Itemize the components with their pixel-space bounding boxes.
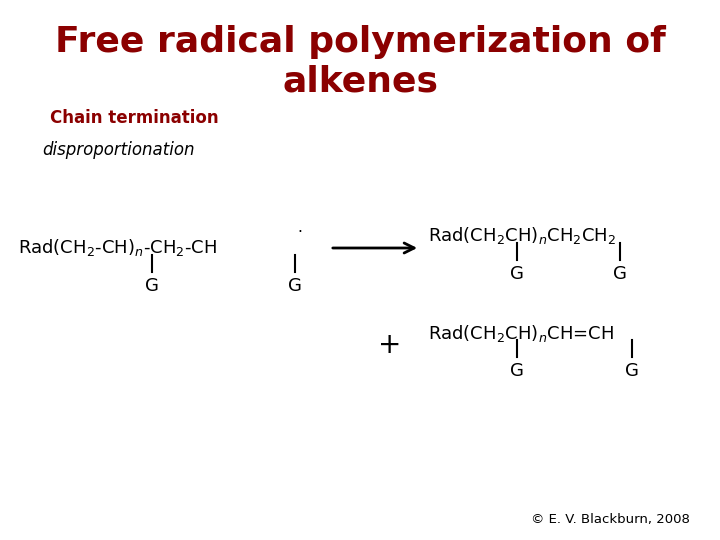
Text: Free radical polymerization of: Free radical polymerization of (55, 25, 665, 59)
Text: Chain termination: Chain termination (50, 109, 219, 127)
Text: Rad(CH$_2$-CH)$_n$-CH$_2$-CH: Rad(CH$_2$-CH)$_n$-CH$_2$-CH (18, 238, 217, 259)
Text: +: + (378, 331, 402, 359)
Text: Rad(CH$_2$CH)$_n$CH$_2$CH$_2$: Rad(CH$_2$CH)$_n$CH$_2$CH$_2$ (428, 226, 616, 246)
Text: alkenes: alkenes (282, 65, 438, 99)
Text: G: G (625, 362, 639, 380)
Text: disproportionation: disproportionation (42, 141, 194, 159)
Text: G: G (510, 362, 524, 380)
Text: © E. V. Blackburn, 2008: © E. V. Blackburn, 2008 (531, 514, 690, 526)
Text: G: G (510, 265, 524, 283)
Text: ·: · (297, 225, 302, 240)
Text: Rad(CH$_2$CH)$_n$CH=CH: Rad(CH$_2$CH)$_n$CH=CH (428, 322, 614, 343)
Text: G: G (288, 277, 302, 295)
Text: G: G (613, 265, 627, 283)
Text: G: G (145, 277, 159, 295)
